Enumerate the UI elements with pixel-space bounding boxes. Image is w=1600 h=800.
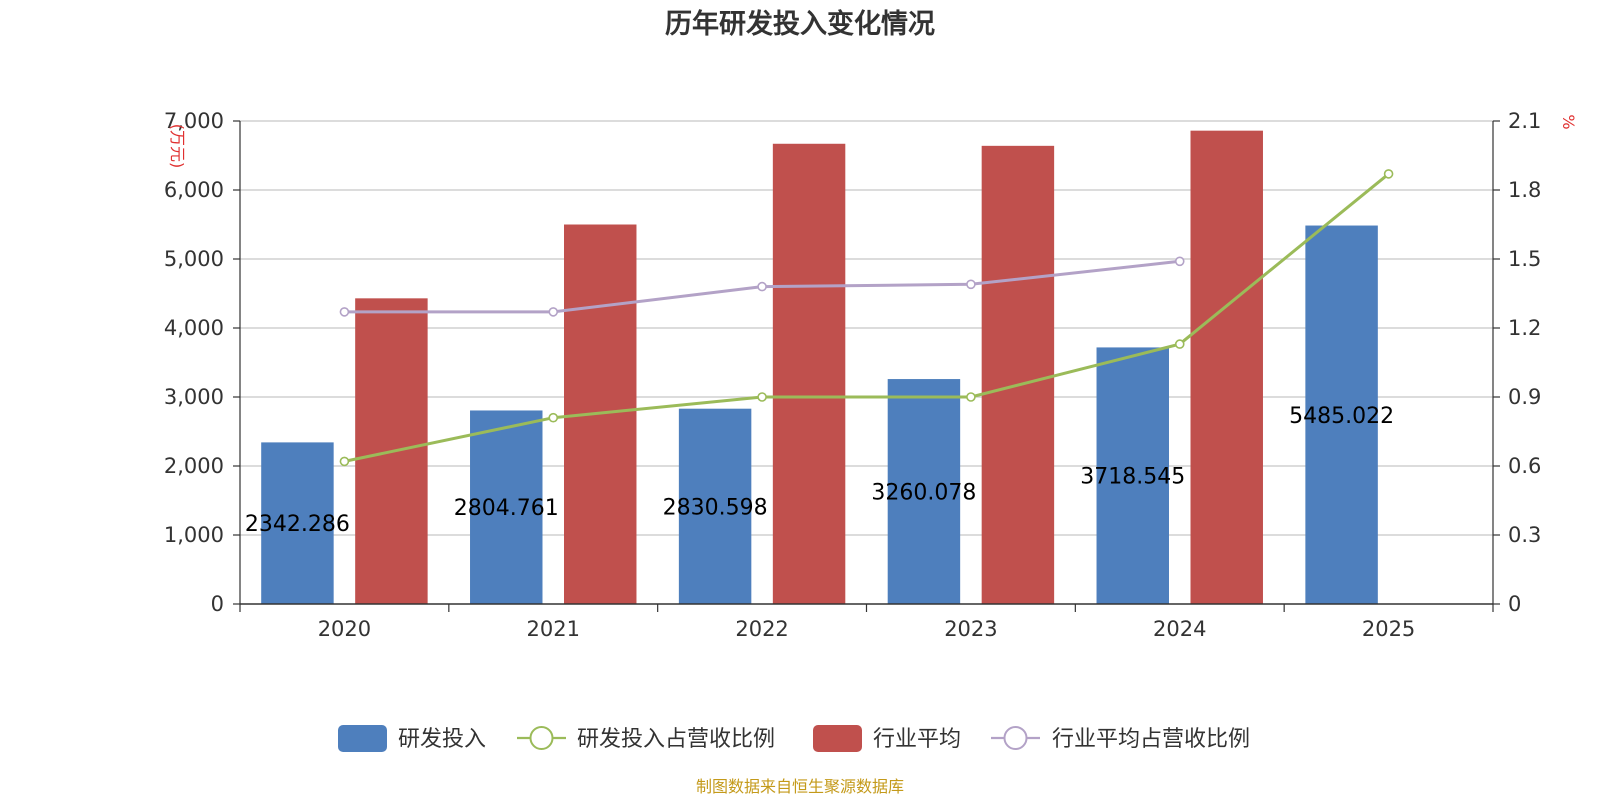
- bars: [261, 130, 1378, 604]
- gridlines: [240, 120, 1493, 536]
- line-rd-ratio: [344, 172, 1390, 463]
- line-point: [1174, 256, 1185, 267]
- y-right-tick-label: 0.6: [1508, 454, 1541, 478]
- line-point: [757, 281, 767, 292]
- bar-data-label: 2830.598: [663, 495, 768, 520]
- y-left-tick-label: 3,000: [164, 385, 224, 409]
- x-tick-label: 2023: [944, 617, 997, 641]
- legend-label: 研发投入占营收比例: [577, 727, 775, 752]
- y-right-tick-label: 1.5: [1508, 247, 1541, 271]
- bar-industry-average: [1190, 130, 1263, 604]
- bar-rd-investment: [261, 442, 334, 604]
- y-left-tick-label: 2,000: [164, 454, 224, 478]
- lines: [339, 169, 1394, 467]
- line-point: [548, 412, 559, 423]
- legend-marker: [529, 726, 554, 750]
- y-left-tick-label: 0: [211, 592, 224, 616]
- legend-marker: [1003, 726, 1028, 750]
- x-tick-label: 2022: [735, 617, 788, 641]
- bar-rd-investment: [887, 379, 961, 604]
- y-left-tick-label: 4,000: [164, 316, 224, 340]
- chart-title: 历年研发投入变化情况: [665, 8, 935, 40]
- bar-rd-investment: [1096, 347, 1169, 604]
- line-point: [757, 392, 767, 402]
- line-point: [1174, 339, 1185, 349]
- line-point: [966, 279, 976, 290]
- legend-label: 行业平均占营收比例: [1052, 727, 1250, 752]
- bar-rd-investment: [1305, 225, 1378, 604]
- y-right-tick-label: 1.8: [1508, 178, 1541, 202]
- legend-swatch: [813, 725, 862, 752]
- bar-rd-investment: [470, 410, 543, 604]
- x-tick-label: 2020: [318, 617, 371, 641]
- bar-data-label: 3260.078: [871, 481, 976, 506]
- x-tick-label: 2025: [1362, 617, 1415, 641]
- axes: 0 0 1,000 0.3 2,000 0.6 3,000 0.9 4,000 1.2 5,000 1…: [164, 109, 1542, 641]
- y-left-tick-label: 5,000: [164, 247, 224, 271]
- y-right-tick-label: 0: [1508, 592, 1521, 616]
- left-axis-unit: (万元): [168, 124, 187, 169]
- line-point: [966, 392, 976, 402]
- legend-swatch: [338, 725, 387, 752]
- line-point: [339, 307, 350, 317]
- y-right-tick-label: 0.9: [1508, 385, 1541, 409]
- bar-industry-average: [981, 145, 1055, 604]
- right-axis-unit: %: [1559, 114, 1578, 129]
- line-point: [339, 456, 350, 467]
- bar-data-label: 2804.761: [454, 496, 559, 521]
- y-left-tick-label: 7,000: [164, 109, 224, 133]
- y-right-tick-label: 1.2: [1508, 316, 1541, 340]
- y-left-tick-label: 6,000: [164, 178, 224, 202]
- y-right-tick-label: 2.1: [1508, 109, 1541, 133]
- bar-industry-average: [772, 143, 846, 604]
- legend-label: 研发投入: [398, 727, 486, 752]
- x-tick-label: 2021: [527, 617, 580, 641]
- bar-data-label: 3718.545: [1080, 465, 1185, 490]
- x-tick-label: 2024: [1153, 617, 1206, 641]
- legend: 研发投入 研发投入占营收比例 行业平均 行业平均占营收比例: [338, 725, 1250, 752]
- line-point: [1383, 169, 1394, 179]
- bar-rd-investment: [678, 408, 752, 604]
- y-left-tick-label: 1,000: [164, 523, 224, 547]
- legend-label: 行业平均: [873, 727, 961, 752]
- y-right-tick-label: 0.3: [1508, 523, 1541, 547]
- source-note: 制图数据来自恒生聚源数据库: [696, 777, 904, 796]
- line-point: [548, 307, 559, 317]
- data-labels: 2342.286 2804.761 2830.598 3260.078 3718.545…: [245, 404, 1394, 537]
- bar-data-label: 5485.022: [1289, 404, 1394, 429]
- bar-data-label: 2342.286: [245, 512, 350, 537]
